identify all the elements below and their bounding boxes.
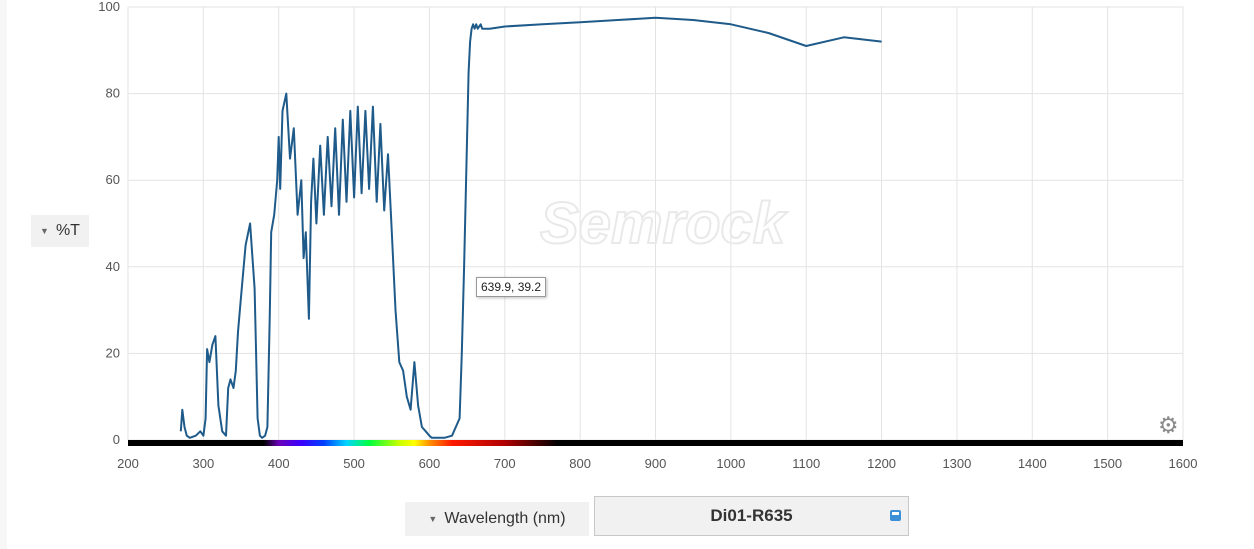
x-tick-label: 600: [419, 456, 441, 471]
x-axis-ticks: 200 300 400 500 600 700 800 900 1000 1100 1200 1300…: [117, 456, 1197, 471]
x-tick-label: 200: [117, 456, 139, 471]
x-tick-label: 900: [645, 456, 667, 471]
y-tick-label: 0: [113, 432, 120, 447]
x-tick-label: 1200: [867, 456, 896, 471]
semrock-watermark: Semrock: [540, 191, 788, 256]
y-axis-ticks: 0 20 40 60 80 100: [98, 0, 120, 447]
y-tick-label: 80: [106, 86, 120, 101]
x-tick-label: 1600: [1169, 456, 1198, 471]
y-tick-label: 40: [106, 259, 120, 274]
visible-spectrum-bar: [128, 440, 1183, 446]
x-axis-label: Wavelength (nm): [444, 510, 566, 527]
x-tick-label: 400: [268, 456, 290, 471]
filter-name-box: Di01-R635: [594, 496, 909, 536]
y-axis-selector-button[interactable]: ▼ %T: [31, 215, 89, 247]
x-tick-label: 1500: [1093, 456, 1122, 471]
y-axis-label: %T: [55, 222, 80, 239]
y-tick-label: 20: [106, 345, 120, 360]
x-tick-label: 1300: [942, 456, 971, 471]
x-tick-label: 700: [494, 456, 516, 471]
filter-name: Di01-R635: [710, 506, 793, 525]
gear-icon[interactable]: ⚙: [1158, 412, 1179, 438]
caret-down-icon: ▼: [428, 514, 438, 524]
spectrum-band: [128, 440, 1183, 446]
y-tick-label: 60: [106, 172, 120, 187]
y-tick-label: 100: [98, 0, 120, 14]
caret-down-icon: ▼: [40, 226, 49, 236]
gridlines: [127, 6, 1184, 441]
save-icon[interactable]: [890, 510, 901, 521]
transmission-series-line: [179, 16, 882, 439]
x-tick-label: 1400: [1018, 456, 1047, 471]
x-tick-label: 1000: [716, 456, 745, 471]
hover-tooltip: 639.9, 39.2: [476, 277, 547, 297]
series-layer: [179, 16, 882, 439]
x-tick-label: 800: [569, 456, 591, 471]
x-tick-label: 1100: [792, 456, 820, 471]
x-axis-selector-button[interactable]: ▼ Wavelength (nm): [405, 502, 589, 536]
x-tick-label: 500: [343, 456, 365, 471]
left-edge-strip: [0, 0, 7, 549]
x-tick-label: 300: [193, 456, 215, 471]
